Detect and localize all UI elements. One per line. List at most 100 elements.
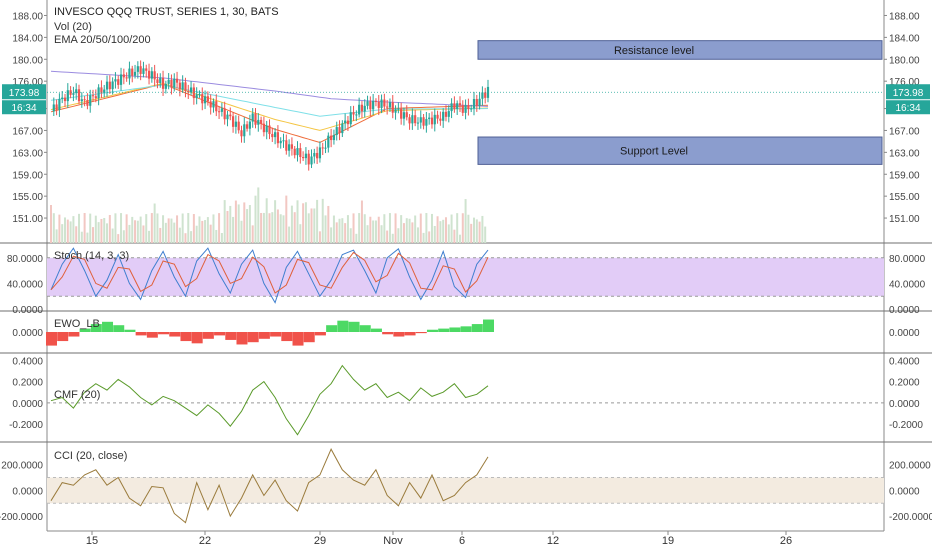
volume-bar <box>341 218 344 243</box>
volume-bar <box>428 231 431 243</box>
candle-body <box>447 111 450 117</box>
volume-bar <box>321 198 324 243</box>
candle-body <box>344 120 347 124</box>
stoch-y-label-right: 40.0000 <box>889 279 926 290</box>
volume-bar <box>313 208 316 243</box>
candle-body <box>100 87 103 93</box>
volume-bar <box>318 231 321 243</box>
candle-body <box>450 103 453 112</box>
ewo-bar <box>258 332 270 339</box>
countdown-badge-right <box>886 100 930 115</box>
candle-body <box>150 71 153 79</box>
volume-bar <box>204 220 207 243</box>
volume-bar <box>335 222 338 243</box>
candle-body <box>153 71 156 80</box>
volume-bar <box>290 205 293 243</box>
x-tick-label: 22 <box>199 535 211 547</box>
ewo-bar <box>449 327 461 332</box>
volume-bar <box>442 219 445 243</box>
cmf-y-label-right: 0.4000 <box>889 356 920 367</box>
candle-body <box>203 96 207 104</box>
candle-body <box>296 148 299 156</box>
candle-body <box>411 115 414 124</box>
candle-body <box>484 92 487 98</box>
volume-bar <box>150 213 153 243</box>
volume-bar <box>472 217 475 243</box>
candle-body <box>302 157 305 159</box>
price-y-label-left: 176.00 <box>12 77 43 88</box>
volume-bar <box>89 213 92 243</box>
volume-bar <box>86 232 89 243</box>
volume-bar <box>234 200 237 243</box>
candle-body <box>349 112 352 125</box>
ewo-y-label-right: 0.0000 <box>889 328 920 339</box>
candle-body <box>327 135 330 148</box>
candle-body <box>394 109 397 113</box>
countdown-label-left: 16:34 <box>11 103 36 114</box>
candle-body <box>61 97 64 99</box>
candle-body <box>198 94 201 96</box>
volume-bar <box>265 198 268 243</box>
volume-bar <box>447 224 450 243</box>
candle-body <box>142 68 145 74</box>
candle-body <box>444 111 448 117</box>
volume-bar <box>72 216 75 243</box>
volume-bar <box>100 218 103 243</box>
candle-body <box>383 99 386 107</box>
candle-body <box>467 105 470 110</box>
candle-body <box>313 152 316 157</box>
candle-body <box>470 108 473 110</box>
volume-bar <box>94 215 97 243</box>
cci-y-label-left: 200.0000 <box>1 461 43 472</box>
candle-body <box>456 103 459 109</box>
candle-body <box>66 90 69 102</box>
price-y-label-right: 184.00 <box>889 33 920 44</box>
candle-body <box>274 132 277 138</box>
candle-body <box>237 121 240 131</box>
cmf-legend: CMF (20) <box>54 389 100 401</box>
candle-body <box>310 156 313 165</box>
ewo-bar <box>281 332 293 342</box>
volume-bar <box>117 234 120 243</box>
volume-bar <box>386 230 389 243</box>
candle-body <box>156 79 159 83</box>
volume-bar <box>254 195 257 243</box>
volume-bar <box>383 214 386 243</box>
ewo-bar <box>326 325 338 332</box>
volume-bar <box>400 215 403 243</box>
resistance-label: Resistance level <box>614 45 694 57</box>
candle-body <box>231 116 235 127</box>
candle-body <box>464 105 467 113</box>
candle-body <box>91 95 95 97</box>
x-tick-label: Nov <box>383 535 403 547</box>
candle-body <box>159 77 162 83</box>
candle-body <box>363 105 366 112</box>
volume-bar <box>181 213 184 243</box>
candle-body <box>268 125 271 134</box>
volume-bar <box>282 215 285 243</box>
volume-bar <box>251 225 254 243</box>
candle-body <box>341 123 344 134</box>
volume-bar <box>262 212 265 243</box>
candle-body <box>439 118 442 121</box>
candle-body <box>226 114 229 120</box>
candle-body <box>290 144 294 149</box>
price-y-label-right: 159.00 <box>889 170 920 181</box>
volume-bar <box>366 225 369 243</box>
candle-body <box>248 121 251 129</box>
cmf-y-label-left: 0.0000 <box>12 399 43 410</box>
candle-body <box>397 108 400 110</box>
candle-body <box>97 87 100 99</box>
candle-body <box>251 113 254 122</box>
volume-bar <box>310 208 313 243</box>
candle-body <box>131 68 134 76</box>
volume-bar <box>209 224 212 243</box>
candle-body <box>170 79 173 88</box>
ewo-bar <box>471 324 483 332</box>
stoch-d-line <box>50 251 489 294</box>
candle-body <box>316 152 319 159</box>
volume-bar <box>425 213 428 243</box>
stoch-y-label-right: 0.0000 <box>889 305 920 316</box>
cmf-line <box>50 364 489 436</box>
cmf-y-label-left: -0.2000 <box>9 420 43 431</box>
